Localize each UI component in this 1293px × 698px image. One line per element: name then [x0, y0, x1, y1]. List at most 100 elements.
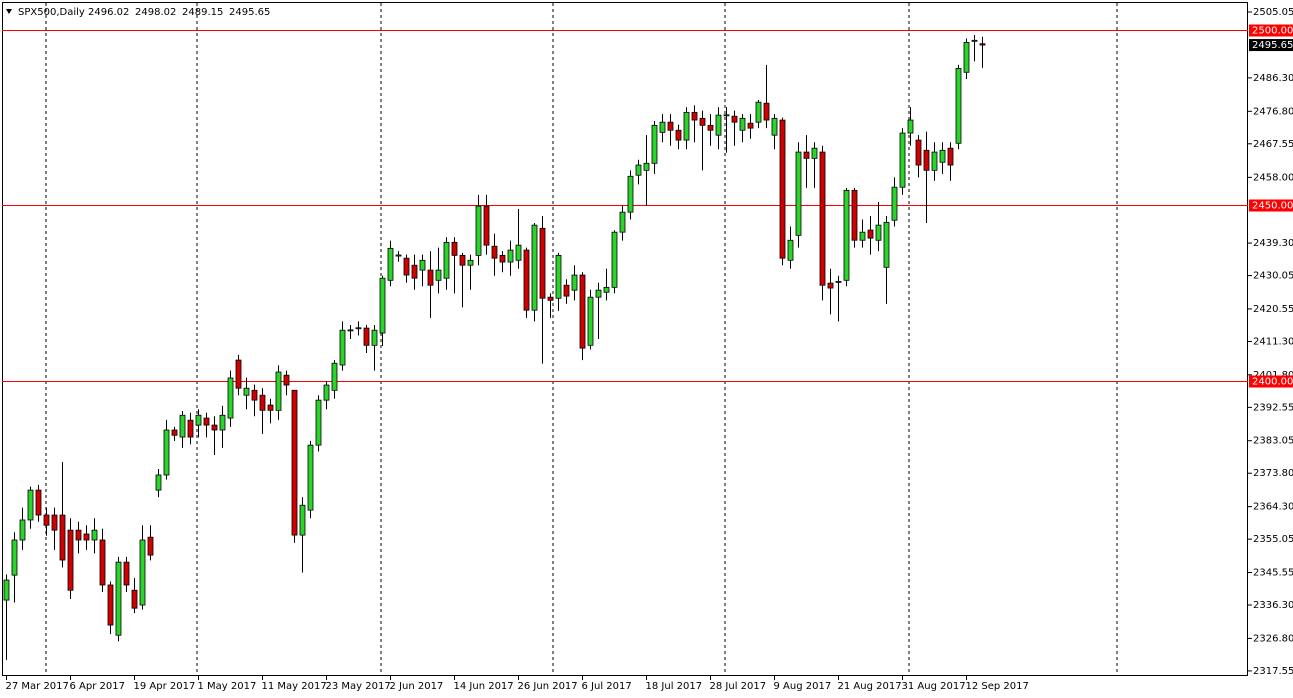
candle-body [963, 42, 970, 73]
candle-body [923, 149, 930, 171]
candle-body [819, 151, 826, 286]
y-tick-label: 2401.80 [1253, 370, 1293, 381]
candle-body [131, 589, 138, 609]
candle-body [203, 417, 210, 426]
header-low: 2489.15 [182, 7, 223, 18]
header-close: 2495.65 [229, 7, 270, 18]
x-tick-label: 31 Aug 2017 [902, 681, 966, 692]
level-label: 2500.00 [1252, 26, 1293, 37]
candle-body [803, 151, 810, 159]
candle-body [747, 122, 754, 129]
candle-body [179, 414, 186, 438]
candle-body [787, 239, 794, 261]
x-tick-label: 14 Jun 2017 [454, 681, 514, 692]
candle-body [219, 414, 226, 431]
x-tick-label: 12 Sep 2017 [966, 681, 1029, 692]
candle-body [635, 164, 642, 176]
candle-body [19, 519, 26, 541]
candle-body [539, 227, 546, 299]
candle-body [459, 254, 466, 266]
candle-body [363, 327, 370, 346]
candle-body [931, 151, 938, 171]
y-tick-label: 2486.30 [1253, 73, 1293, 84]
candle-body [355, 327, 362, 330]
x-tick-label: 28 Jul 2017 [710, 681, 767, 692]
x-tick-label: 6 Jul 2017 [582, 681, 632, 692]
y-tick-label: 2467.55 [1253, 139, 1293, 150]
candle-body [547, 296, 554, 301]
candle-body [211, 424, 218, 431]
plot-frame [2, 2, 1248, 676]
candle-body [147, 536, 154, 556]
y-tick-label: 2458.00 [1253, 172, 1293, 183]
candle-body [619, 211, 626, 233]
candle-body [315, 399, 322, 446]
y-tick-label: 2505.05 [1253, 7, 1293, 18]
candle-body [971, 39, 978, 42]
candle-body [723, 114, 730, 117]
x-tick-label: 26 Jun 2017 [518, 681, 578, 692]
candle-body [899, 132, 906, 188]
candle-body [979, 43, 986, 46]
candle-body [571, 274, 578, 291]
level-label: 2400.00 [1252, 377, 1293, 388]
candle-body [51, 514, 58, 531]
candle-body [115, 561, 122, 636]
candle-body [283, 374, 290, 386]
candle-body [451, 241, 458, 256]
y-tick-label: 2355.05 [1253, 534, 1293, 545]
candle-body [99, 539, 106, 586]
y-tick-label: 2420.55 [1253, 304, 1293, 315]
candle-body [563, 284, 570, 297]
level-label: 2450.00 [1252, 201, 1293, 212]
candle-body [419, 259, 426, 271]
candle-body [483, 205, 490, 246]
x-tick-label: 6 Apr 2017 [70, 681, 125, 692]
candle-body [171, 429, 178, 436]
candle-body [587, 296, 594, 346]
candle-body [811, 147, 818, 159]
candle-body [123, 561, 130, 586]
candle-body [291, 389, 298, 536]
candle-body [475, 205, 482, 256]
candle-body [347, 329, 354, 332]
header-open: 2496.02 [88, 7, 129, 18]
x-tick-label: 18 Jul 2017 [646, 681, 703, 692]
candle-body [835, 280, 842, 283]
candle-body [611, 231, 618, 288]
x-tick-label: 9 Aug 2017 [774, 681, 832, 692]
candle-body [187, 419, 194, 438]
candle-body [435, 269, 442, 281]
candle-body [955, 68, 962, 144]
candle-body [275, 371, 282, 411]
candle-body [307, 444, 314, 511]
candle-body [891, 186, 898, 221]
y-tick-label: 2373.80 [1253, 468, 1293, 479]
x-tick-label: 2 Jun 2017 [390, 681, 444, 692]
candle-body [699, 117, 706, 126]
candle-body [715, 114, 722, 136]
candle-body [515, 244, 522, 261]
candle-body [267, 404, 274, 411]
candle-body [467, 259, 474, 266]
candle-body [643, 162, 650, 171]
candle-body [875, 224, 882, 241]
candle-body [667, 121, 674, 131]
candle-body [251, 389, 258, 401]
y-tick-label: 2392.55 [1253, 402, 1293, 413]
candle-body [739, 117, 746, 131]
candle-body [107, 584, 114, 626]
candle-body [59, 514, 66, 561]
candle-body [75, 529, 82, 541]
y-tick-label: 2326.80 [1253, 633, 1293, 644]
candle-body [731, 115, 738, 123]
y-tick-label: 2476.80 [1253, 106, 1293, 117]
candle-body [227, 377, 234, 419]
candle-body [707, 124, 714, 131]
period-separators [45, 3, 1118, 675]
candle-body [627, 175, 634, 213]
candle-body [915, 139, 922, 166]
candle-body [491, 245, 498, 259]
